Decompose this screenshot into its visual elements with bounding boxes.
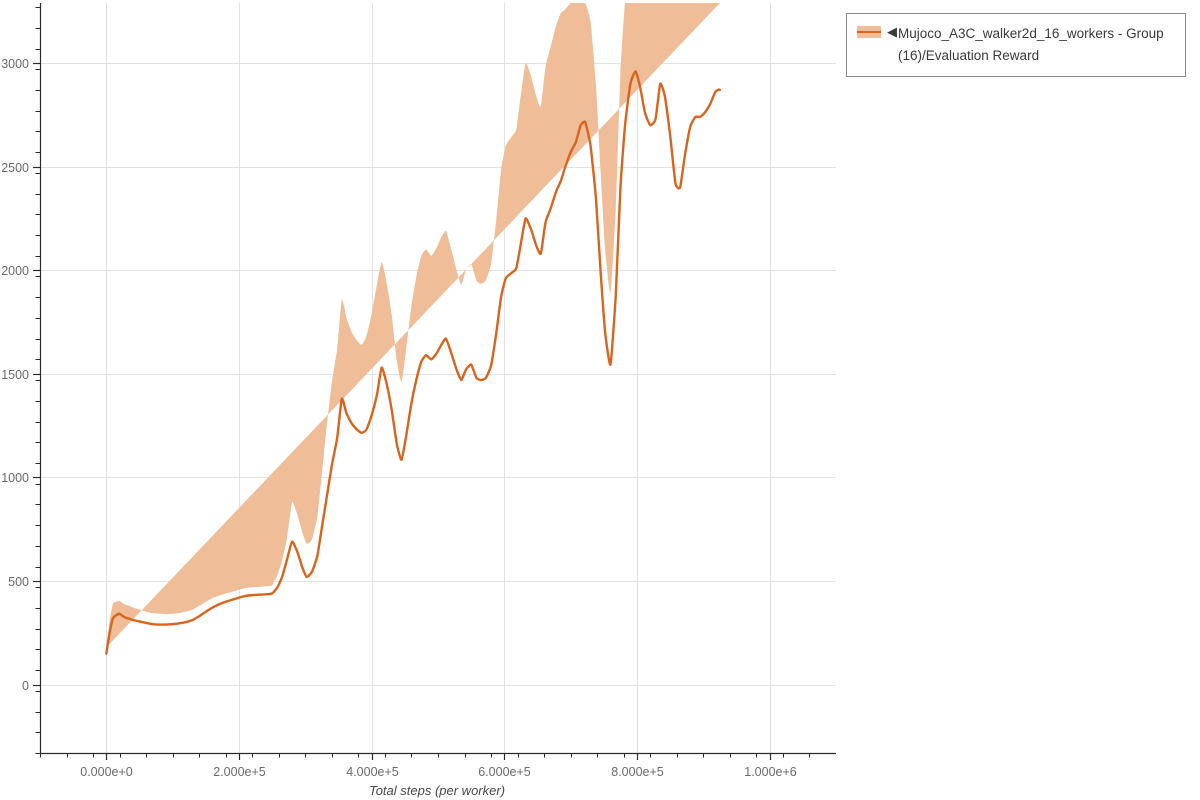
y-tick-label: 2000 (1, 264, 29, 278)
mean-reward-line (105, 70, 722, 655)
left-triangle-icon: ◀ (887, 24, 897, 39)
chart-legend[interactable]: ◀ Mujoco_A3C_walker2d_16_workers - Group… (846, 13, 1186, 77)
y-tick-label: 2500 (1, 161, 29, 175)
legend-line-swatch (857, 31, 881, 34)
y-axis-tick-labels: 0 500 1000 1500 2000 2500 3000 (1, 57, 29, 693)
legend-entry-label: Mujoco_A3C_walker2d_16_workers - Group(1… (898, 26, 1164, 63)
x-tick-label: 1.000e+6 (744, 765, 797, 779)
y-tick-label: 500 (8, 575, 29, 589)
y-tick-label: 0 (22, 679, 29, 693)
x-axis-ticks (40, 753, 810, 760)
x-tick-label: 0.000e+0 (80, 765, 133, 779)
x-tick-label: 8.000e+5 (611, 765, 664, 779)
horizontal-gridlines (40, 63, 836, 686)
uncertainty-band (106, 3, 720, 648)
x-tick-label: 2.000e+5 (213, 765, 266, 779)
x-tick-label: 4.000e+5 (346, 765, 399, 779)
legend-color-swatch (857, 25, 881, 39)
y-tick-label: 1500 (1, 368, 29, 382)
x-axis-title: Total steps (per worker) (369, 783, 505, 798)
vertical-gridlines (106, 3, 771, 753)
x-tick-label: 6.000e+5 (478, 765, 531, 779)
y-tick-label: 1000 (1, 471, 29, 485)
legend-entry[interactable]: ◀ Mujoco_A3C_walker2d_16_workers - Group… (857, 23, 1175, 67)
y-tick-label: 3000 (1, 57, 29, 71)
x-axis-tick-labels: 0.000e+0 2.000e+5 4.000e+5 6.000e+5 8.000e+5… (80, 765, 797, 779)
y-axis-ticks (33, 7, 40, 754)
